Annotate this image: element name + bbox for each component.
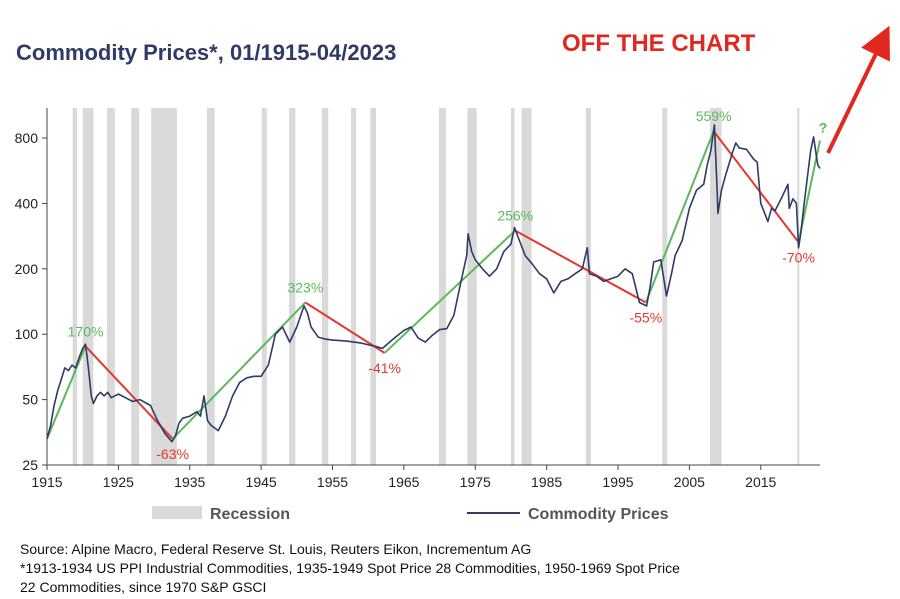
x-tick-label: 1975 [460, 474, 491, 490]
commodity-series [46, 124, 821, 443]
trend-label: 323% [287, 279, 323, 295]
x-tick-label: 1965 [388, 474, 419, 490]
source-note: Source: Alpine Macro, Federal Reserve St… [20, 540, 880, 597]
y-tick-label: 100 [15, 326, 39, 342]
trend-line-down [84, 345, 174, 440]
recession-band [151, 108, 177, 465]
x-tick-label: 1945 [246, 474, 277, 490]
recession-band [467, 108, 477, 465]
y-tick-label: 200 [15, 261, 39, 277]
recession-band [521, 108, 532, 465]
source-line: *1913-1934 US PPI Industrial Commodities… [20, 560, 680, 576]
trend-label: -70% [782, 249, 815, 265]
trend-line-up [46, 345, 87, 440]
legend-recession-swatch [152, 506, 202, 519]
x-tick-label: 1935 [174, 474, 205, 490]
recession-band [585, 108, 591, 465]
x-tick-label: 2005 [674, 474, 705, 490]
recession-band [261, 108, 267, 465]
recession-band [351, 108, 357, 465]
trend-label: 170% [68, 323, 104, 339]
off-chart-arrow [826, 25, 890, 154]
recession-band [321, 108, 329, 465]
trend-label: 256% [497, 208, 533, 224]
trend-line-down [304, 301, 386, 354]
y-tick-label: 400 [15, 195, 39, 211]
trend-label: -41% [368, 360, 401, 376]
legend: Recession Commodity Prices [152, 506, 669, 523]
trend-label: -63% [156, 446, 189, 462]
x-tick-label: 1995 [602, 474, 633, 490]
recession-band [710, 108, 722, 465]
recession-band [206, 108, 215, 465]
trend-label: 559% [696, 108, 732, 124]
recession-bands [72, 108, 800, 465]
off-the-chart-callout: OFF THE CHART [562, 30, 756, 57]
axes: 25 50 100 200 400 800 1915 1925 1935 1945 1955 1965… [15, 108, 820, 490]
recession-band [72, 108, 77, 465]
trend-line-down [712, 130, 800, 243]
y-tick-label: 25 [22, 457, 38, 473]
recession-band [370, 108, 377, 465]
x-tick-label: 2015 [745, 474, 776, 490]
recession-band [106, 108, 115, 465]
recession-band [131, 108, 140, 465]
trend-line-up [644, 130, 715, 303]
source-line: Source: Alpine Macro, Federal Reserve St… [20, 541, 532, 557]
trend-label: -55% [629, 309, 662, 325]
x-tick-label: 1925 [103, 474, 134, 490]
trend-line-up [383, 229, 516, 354]
trend-line-down [514, 229, 647, 304]
y-tick-label: 50 [22, 392, 38, 408]
y-tick-label: 800 [15, 130, 39, 146]
recession-band [510, 108, 515, 465]
recession-band [288, 108, 296, 465]
x-tick-label: 1955 [317, 474, 348, 490]
source-line: 22 Commodities, since 1970 S&P GSCI [20, 579, 267, 595]
legend-recession-label: Recession [210, 506, 290, 523]
recession-band [82, 108, 94, 465]
legend-commodity-label: Commodity Prices [528, 506, 669, 523]
x-tick-label: 1915 [31, 474, 62, 490]
trend-line-up [171, 301, 307, 440]
series-line-commodity-prices [46, 124, 821, 443]
chart-title: Commodity Prices*, 01/1915-04/2023 [16, 40, 397, 65]
trend-label: ? [819, 119, 828, 135]
recession-band [797, 108, 800, 465]
trend-lines [46, 130, 821, 440]
trend-labels: 170% -63% 323% -41% 256% -55% 559% -70%? [68, 108, 828, 462]
recession-band [438, 108, 446, 465]
x-tick-label: 1985 [531, 474, 562, 490]
